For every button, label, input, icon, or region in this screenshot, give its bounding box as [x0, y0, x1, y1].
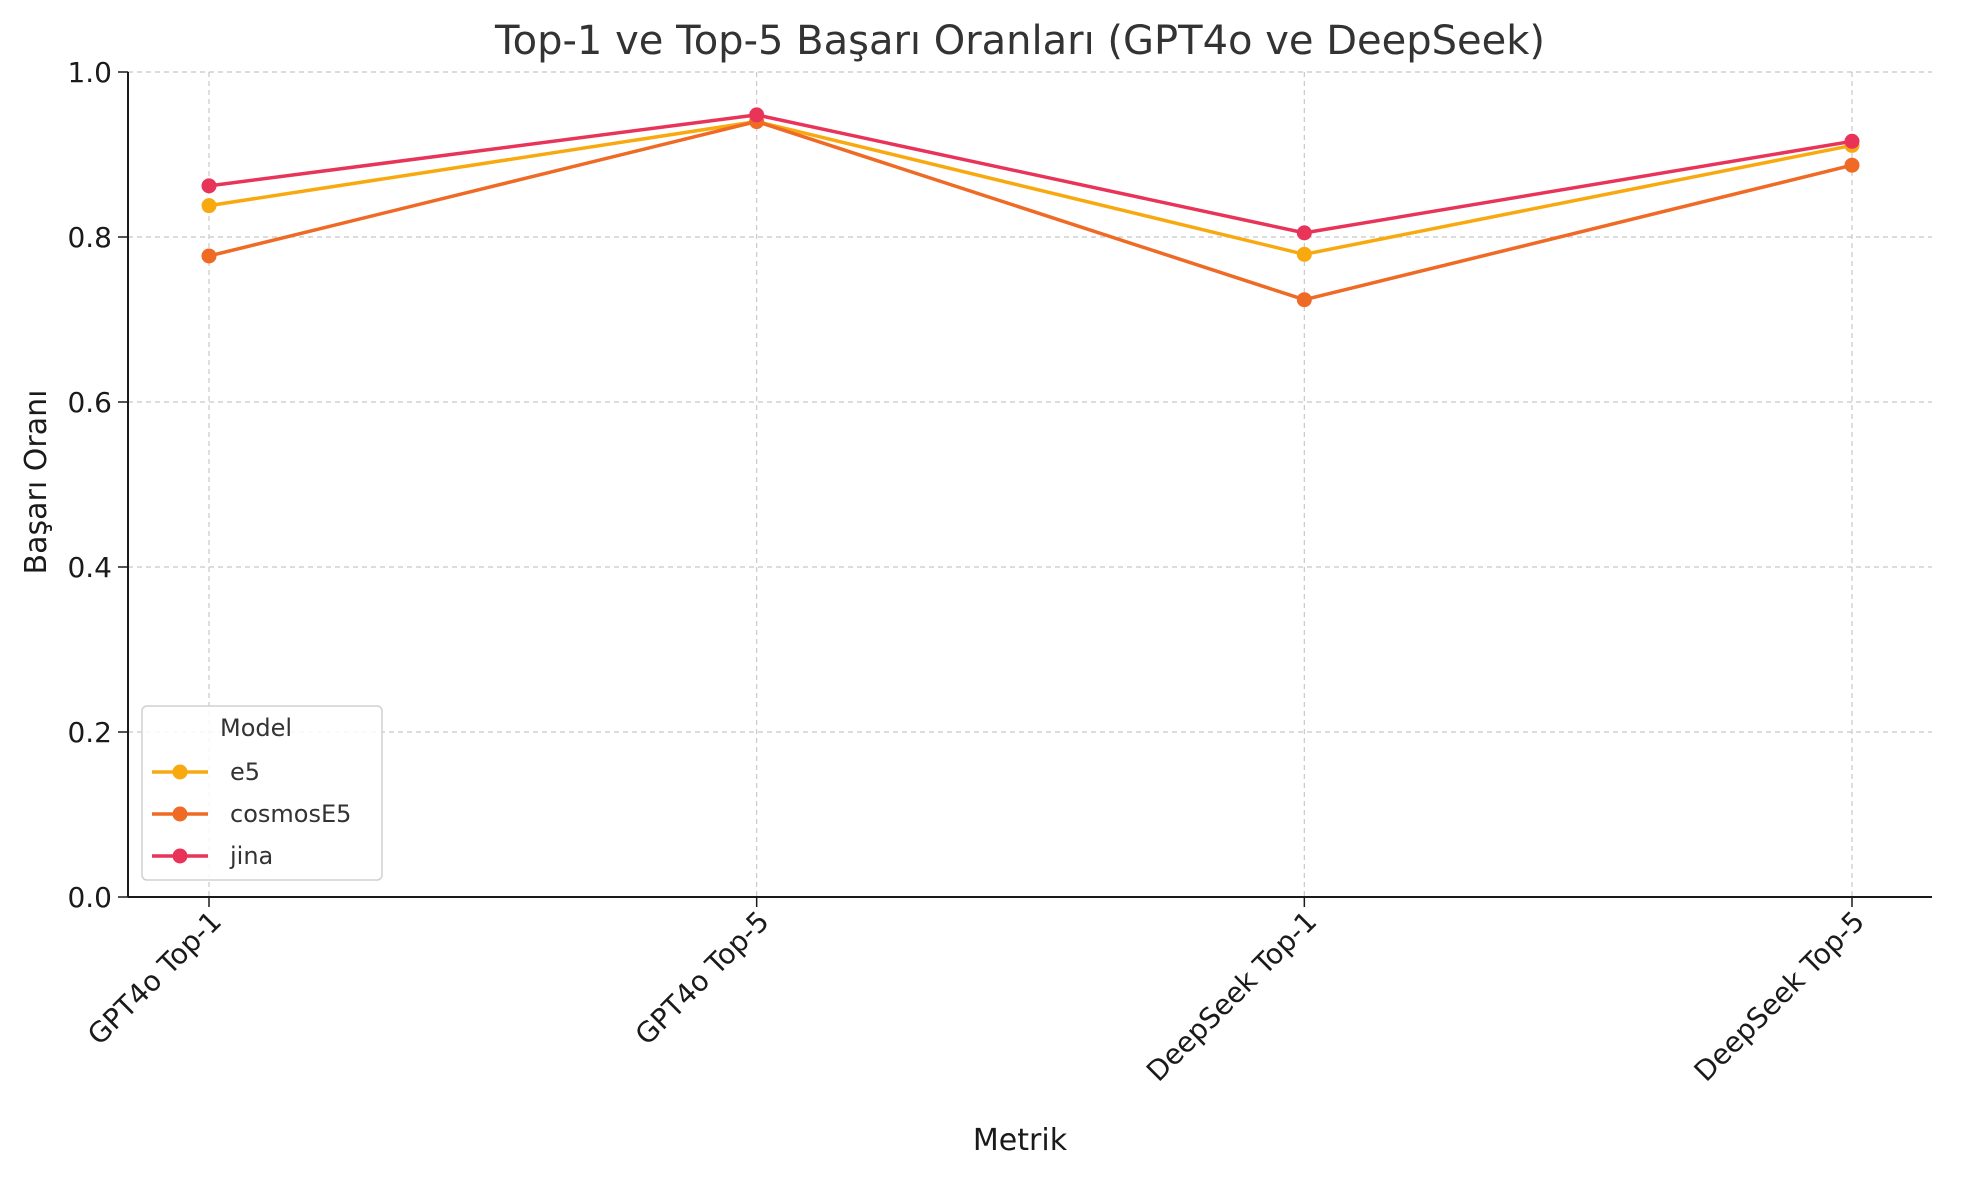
legend-marker-cosmosE5 [172, 806, 188, 822]
y-tick-label: 0.6 [67, 386, 112, 419]
series-cosmosE5 [201, 114, 1860, 308]
series-line-cosmosE5 [208, 119, 1853, 302]
legend-marker-jina [172, 848, 188, 864]
y-tick-label: 0.0 [67, 881, 112, 914]
data-point-jina [749, 107, 765, 123]
data-point-cosmosE5 [1844, 157, 1860, 173]
x-tick-label: DeepSeek Top-5 [1688, 905, 1871, 1088]
legend: Model e5 cosmosE5 jina [141, 705, 383, 881]
series-line-e5 [208, 119, 1853, 257]
series-e5 [201, 114, 1860, 262]
data-point-jina [201, 178, 217, 194]
legend-label-jina: jina [229, 842, 273, 870]
series-lines [201, 107, 1860, 308]
data-point-cosmosE5 [1296, 292, 1312, 308]
data-point-jina [1844, 133, 1860, 149]
y-axis-label: Başarı Oranı [19, 390, 54, 575]
legend-label-cosmosE5: cosmosE5 [230, 800, 351, 828]
x-axis-label: Metrik [973, 1123, 1068, 1158]
legend-label-e5: e5 [230, 758, 260, 786]
y-tick-label: 0.4 [67, 551, 112, 584]
data-point-cosmosE5 [201, 248, 217, 264]
x-tick-label: GPT4o Top-5 [629, 905, 776, 1052]
data-point-jina [1296, 225, 1312, 241]
chart-title: Top-1 ve Top-5 Başarı Oranları (GPT4o ve… [494, 18, 1545, 64]
y-tick-label: 1.0 [67, 56, 112, 89]
legend-marker-e5 [172, 764, 188, 780]
series-line-jina [208, 113, 1853, 235]
x-tick-label: GPT4o Top-1 [81, 905, 228, 1052]
axes: 0.0 0.2 0.4 0.6 0.8 1.0 GPT4o Top-1 GPT4o Top-5… [67, 56, 1932, 1088]
data-point-e5 [1296, 246, 1312, 262]
y-tick-label: 0.8 [67, 221, 112, 254]
y-tick-label: 0.2 [67, 716, 112, 749]
legend-title: Model [220, 714, 292, 742]
grid-lines [128, 71, 1932, 897]
data-point-e5 [201, 198, 217, 214]
series-jina [201, 107, 1860, 241]
x-tick-label: DeepSeek Top-1 [1140, 905, 1323, 1088]
legend-box [141, 705, 383, 881]
